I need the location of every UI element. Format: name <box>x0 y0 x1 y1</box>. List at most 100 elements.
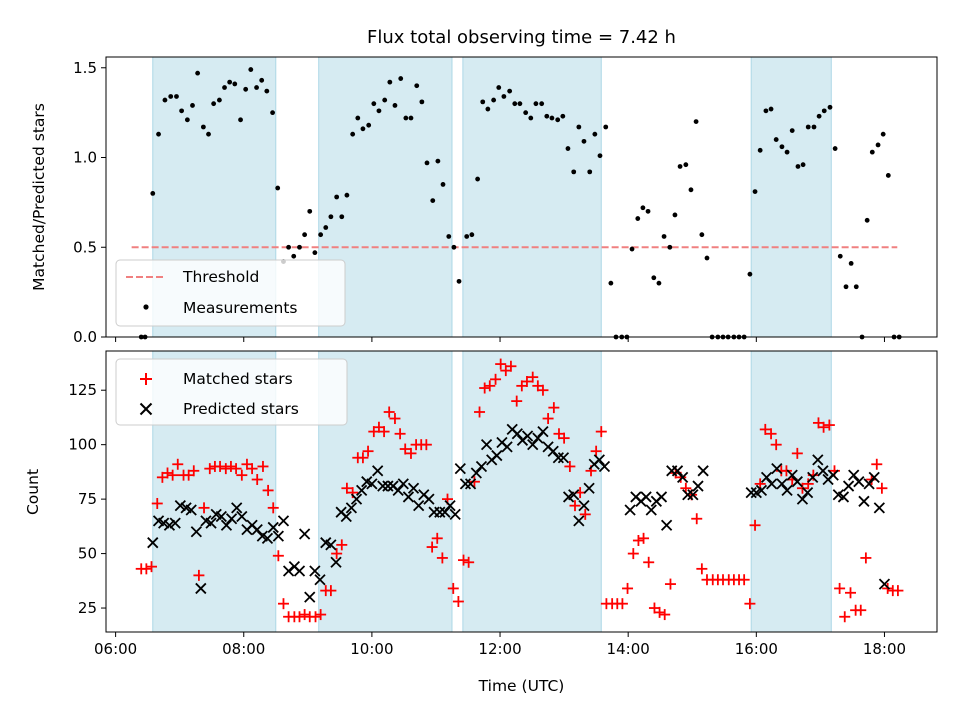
measurement-point <box>875 142 881 148</box>
measurement-point <box>501 94 507 99</box>
measurement-point <box>456 278 462 284</box>
measurement-point <box>485 106 491 112</box>
matched-point <box>383 406 395 418</box>
matched-point <box>394 428 406 440</box>
predicted-point <box>372 465 384 477</box>
x-tick-label: 06:00 <box>94 640 137 658</box>
predicted-point <box>791 476 803 488</box>
matched-point <box>378 426 390 438</box>
predicted-point <box>692 480 704 492</box>
measurement-point <box>576 124 582 130</box>
measurement-point <box>816 113 822 119</box>
matched-point <box>791 447 803 459</box>
measurement-point <box>475 176 481 182</box>
predicted-point <box>377 480 389 492</box>
predicted-point <box>464 478 477 490</box>
predicted-point <box>557 452 570 464</box>
matched-point <box>839 611 851 623</box>
predicted-point <box>873 502 885 514</box>
predicted-point <box>185 504 197 516</box>
measurement-point <box>848 261 854 266</box>
measurement-point <box>523 110 529 116</box>
predicted-point <box>801 486 814 499</box>
predicted-point <box>251 523 263 536</box>
predicted-point <box>298 528 311 540</box>
matched-point <box>511 395 523 407</box>
predicted-point <box>439 506 451 518</box>
count-points <box>135 358 904 623</box>
predicted-point <box>267 521 279 534</box>
measurement-point <box>651 275 657 281</box>
matched-point <box>558 432 570 444</box>
predicted-point <box>449 508 461 521</box>
measurement-point <box>704 255 710 261</box>
y-tick-label: 125 <box>68 381 97 399</box>
legend-threshold-label: Threshold <box>182 268 259 286</box>
legend-matched-label: Matched stars <box>183 370 293 388</box>
measurement-point <box>254 85 259 90</box>
predicted-point <box>205 517 217 529</box>
matched-point <box>479 382 491 394</box>
measurement-point <box>757 147 763 153</box>
matched-point <box>167 469 179 481</box>
matched-point <box>654 606 666 618</box>
matched-point <box>622 582 634 594</box>
measurement-point <box>270 110 275 116</box>
matched-point <box>140 563 152 575</box>
measurement-point <box>424 160 430 166</box>
predicted-point <box>215 510 227 523</box>
matched-point <box>579 508 591 520</box>
measurement-point <box>259 77 265 83</box>
predicted-point <box>853 476 865 488</box>
predicted-point <box>309 565 321 577</box>
y-tick-label: 1.5 <box>73 59 97 77</box>
measurement-point <box>683 162 689 168</box>
matched-point <box>495 358 507 370</box>
predicted-point <box>330 556 342 568</box>
measurement-point <box>661 234 667 239</box>
matched-point <box>474 406 486 418</box>
predicted-point <box>624 504 636 516</box>
matched-point <box>463 556 475 568</box>
predicted-point <box>225 513 238 525</box>
measurement-point <box>885 173 891 178</box>
measurement-point <box>507 88 513 94</box>
band-3 <box>462 57 602 337</box>
matched-point <box>272 550 284 562</box>
matched-point <box>590 445 602 457</box>
matched-point <box>860 552 872 564</box>
measurement-point <box>217 97 222 103</box>
matched-point <box>834 582 846 594</box>
predicted-point <box>195 582 207 595</box>
measurement-point <box>206 131 211 137</box>
matched-point <box>198 502 210 514</box>
axes-frame <box>105 350 938 633</box>
matched-point <box>765 428 777 440</box>
predicted-point <box>677 471 689 483</box>
matched-point <box>452 596 464 608</box>
ratio-y-axis-label: Matched/Predicted stars <box>30 103 48 291</box>
predicted-point <box>573 515 585 527</box>
predicted-point <box>593 454 605 466</box>
chart-title: Flux total observing time = 7.42 h <box>367 27 676 48</box>
matched-point <box>468 476 480 488</box>
predicted-point <box>583 482 595 494</box>
predicted-point <box>402 491 415 503</box>
predicted-point <box>682 489 694 501</box>
matched-point <box>293 611 305 623</box>
measurement-point <box>763 108 769 114</box>
predicted-point <box>532 432 544 444</box>
predicted-point <box>293 565 306 577</box>
measurement-point <box>382 97 388 103</box>
matched-point <box>299 609 311 621</box>
measurement-point <box>264 88 270 94</box>
predicted-point <box>537 425 549 438</box>
matched-point <box>659 609 671 621</box>
measurement-point <box>800 162 806 168</box>
predicted-point <box>842 480 855 492</box>
matched-point <box>770 439 782 451</box>
matched-point <box>325 585 337 597</box>
matched-point <box>744 598 756 610</box>
measurement-point <box>528 115 534 121</box>
measurement-point <box>435 158 441 164</box>
